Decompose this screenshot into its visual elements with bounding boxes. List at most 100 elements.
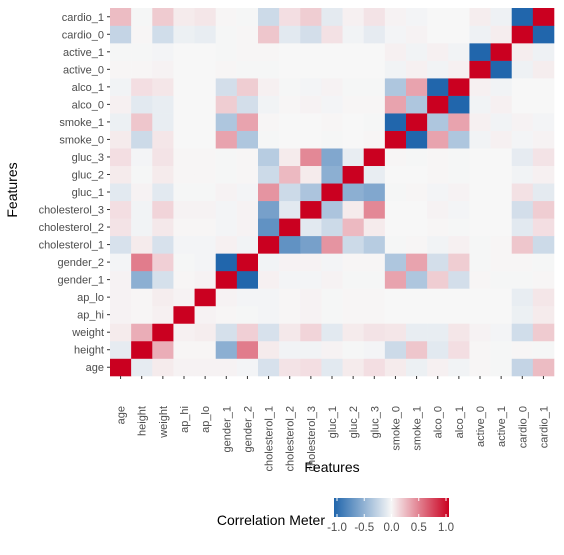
x-tick-label-ap_lo: ap_lo xyxy=(200,406,212,433)
heatmap-cell-ap_lo-weight xyxy=(152,288,174,307)
heatmap-cell-active_1-alco_1 xyxy=(448,43,470,61)
heatmap-cell-cholesterol_1-smoke_1 xyxy=(406,235,428,254)
heatmap-cell-cardio_1-cholesterol_2 xyxy=(279,8,301,26)
heatmap-cell-weight-active_1 xyxy=(490,323,513,342)
heatmap-cell-gender_2-active_1 xyxy=(490,253,513,272)
heatmap-cell-age-height xyxy=(131,358,153,377)
y-tick-label-ap_lo: ap_lo xyxy=(77,292,104,304)
heatmap-cell-gluc_3-ap_hi xyxy=(173,148,195,167)
heatmap-cell-gluc_2-gluc_3 xyxy=(363,165,386,184)
heatmap-cell-smoke_0-height xyxy=(131,130,153,149)
heatmap-cell-alco_0-cardio_0 xyxy=(511,95,534,114)
x-tick-label-gluc_2: gluc_2 xyxy=(348,406,360,438)
heatmap-cell-alco_0-cholesterol_2 xyxy=(279,95,301,114)
heatmap-cell-cardio_1-age xyxy=(110,8,132,26)
heatmap-cell-gluc_3-gluc_3 xyxy=(363,148,386,167)
heatmap-cell-active_0-active_1 xyxy=(490,60,513,79)
heatmap-cell-active_0-alco_1 xyxy=(448,60,470,79)
heatmap-cell-active_1-cholesterol_1 xyxy=(258,43,280,61)
heatmap-cell-weight-gender_2 xyxy=(236,323,259,342)
heatmap-cell-alco_1-alco_0 xyxy=(427,78,449,96)
heatmap-cell-alco_0-gluc_3 xyxy=(363,95,386,114)
heatmap-cell-active_1-gender_1 xyxy=(215,43,238,61)
heatmap-cell-smoke_1-gluc_2 xyxy=(342,113,365,131)
heatmap-cell-ap_hi-cardio_1 xyxy=(532,305,555,324)
heatmap-cell-smoke_1-cardio_1 xyxy=(532,113,555,131)
heatmap-cell-cardio_1-gender_1 xyxy=(215,8,238,26)
y-tick-label-active_0: active_0 xyxy=(63,64,104,76)
heatmap-cell-gluc_2-ap_lo xyxy=(194,165,217,184)
heatmap-cell-weight-smoke_1 xyxy=(406,323,428,342)
heatmap-cell-active_1-gluc_1 xyxy=(321,43,343,61)
heatmap-cell-height-gender_1 xyxy=(215,340,238,359)
heatmap-cell-active_1-cardio_0 xyxy=(511,43,534,61)
heatmap-cell-weight-gender_1 xyxy=(215,323,238,342)
heatmap-cell-cholesterol_2-ap_lo xyxy=(194,218,217,237)
heatmap-cell-gender_1-ap_lo xyxy=(194,270,217,289)
heatmap-cell-gluc_2-weight xyxy=(152,165,174,184)
heatmap-cell-gender_1-alco_1 xyxy=(448,270,470,289)
heatmap-cell-alco_0-age xyxy=(110,95,132,114)
heatmap-cell-gender_2-cholesterol_1 xyxy=(258,253,280,272)
heatmap-cell-smoke_1-gluc_1 xyxy=(321,113,343,131)
heatmap-cell-active_0-gender_1 xyxy=(215,60,238,79)
heatmap-cell-cardio_1-cardio_1 xyxy=(532,8,555,26)
heatmap-cell-cholesterol_2-gender_1 xyxy=(215,218,238,237)
heatmap-cell-cholesterol_2-active_1 xyxy=(490,218,513,237)
heatmap-cell-gender_2-gender_2 xyxy=(236,253,259,272)
heatmap-cell-age-cholesterol_3 xyxy=(300,358,322,377)
heatmap-cell-cholesterol_3-age xyxy=(110,200,132,219)
heatmap-cell-weight-age xyxy=(110,323,132,342)
heatmap-cell-ap_hi-gluc_1 xyxy=(321,305,343,324)
heatmap-cell-gluc_1-ap_lo xyxy=(194,183,217,202)
heatmap-cell-cholesterol_2-alco_1 xyxy=(448,218,470,237)
heatmap-cell-cholesterol_3-gender_1 xyxy=(215,200,238,219)
heatmap-cell-alco_1-gluc_2 xyxy=(342,78,365,96)
heatmap-cell-ap_lo-alco_1 xyxy=(448,288,470,307)
heatmap-cell-gluc_2-ap_hi xyxy=(173,165,195,184)
heatmap-cell-gluc_2-gender_1 xyxy=(215,165,238,184)
heatmap-cell-age-gluc_1 xyxy=(321,358,343,377)
heatmap-cell-smoke_1-gender_2 xyxy=(236,113,259,131)
heatmap-cell-gluc_3-weight xyxy=(152,148,174,167)
heatmap-cell-smoke_1-gluc_3 xyxy=(363,113,386,131)
heatmap-cell-alco_0-height xyxy=(131,95,153,114)
heatmap-cell-smoke_1-ap_hi xyxy=(173,113,195,131)
heatmap-cell-gluc_1-cholesterol_2 xyxy=(279,183,301,202)
heatmap-cell-alco_0-ap_lo xyxy=(194,95,217,114)
heatmap-cell-cardio_1-cardio_0 xyxy=(511,8,534,26)
y-tick-label-gender_1: gender_1 xyxy=(58,275,105,287)
heatmap-cell-cholesterol_2-height xyxy=(131,218,153,237)
heatmap-cell-smoke_1-ap_lo xyxy=(194,113,217,131)
heatmap-cell-gluc_1-gender_2 xyxy=(236,183,259,202)
heatmap-cell-cholesterol_2-cholesterol_3 xyxy=(300,218,322,237)
heatmap-cell-alco_1-height xyxy=(131,78,153,96)
heatmap-cell-gluc_3-alco_0 xyxy=(427,148,449,167)
heatmap-cell-cardio_1-cholesterol_1 xyxy=(258,8,280,26)
heatmap-cell-alco_1-age xyxy=(110,78,132,96)
heatmap-cell-cholesterol_2-gluc_1 xyxy=(321,218,343,237)
heatmap-cell-alco_1-weight xyxy=(152,78,174,96)
heatmap-cell-smoke_0-active_0 xyxy=(469,130,491,149)
heatmap-cell-alco_0-alco_0 xyxy=(427,95,449,114)
heatmap-cell-cholesterol_3-cardio_1 xyxy=(532,200,555,219)
heatmap-cell-cardio_0-cardio_1 xyxy=(532,25,555,44)
heatmap-cell-ap_hi-gender_1 xyxy=(215,305,238,324)
heatmap-cell-alco_0-gender_2 xyxy=(236,95,259,114)
heatmap-cell-gluc_3-smoke_0 xyxy=(384,148,407,167)
heatmap-cell-gluc_1-gluc_1 xyxy=(321,183,343,202)
y-tick-label-age: age xyxy=(86,362,104,374)
heatmap-cell-gender_2-cholesterol_3 xyxy=(300,253,322,272)
x-tick-label-smoke_0: smoke_0 xyxy=(390,406,402,451)
heatmap-cell-cardio_1-ap_lo xyxy=(194,8,217,26)
heatmap-cell-smoke_0-gender_2 xyxy=(236,130,259,149)
heatmap-cell-age-cardio_0 xyxy=(511,358,534,377)
heatmap-cell-cardio_0-gender_1 xyxy=(215,25,238,44)
heatmap-cell-cholesterol_3-height xyxy=(131,200,153,219)
heatmap-cell-gender_2-weight xyxy=(152,253,174,272)
heatmap-cell-gluc_1-weight xyxy=(152,183,174,202)
heatmap-cell-cardio_1-alco_1 xyxy=(448,8,470,26)
heatmap-cell-weight-gluc_2 xyxy=(342,323,365,342)
heatmap-cell-age-gender_1 xyxy=(215,358,238,377)
heatmap-cell-cardio_0-height xyxy=(131,25,153,44)
